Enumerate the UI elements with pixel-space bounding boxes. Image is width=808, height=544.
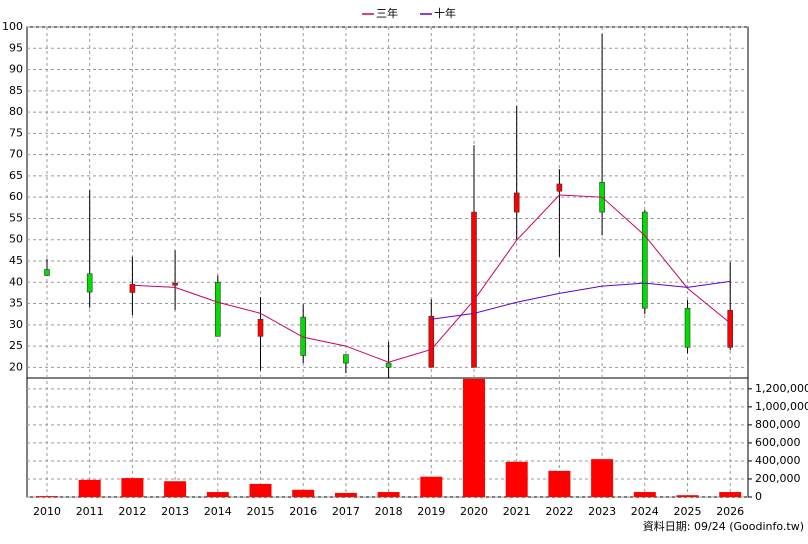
y-tick-label: 70 — [9, 148, 23, 161]
y-tick-label: 65 — [9, 169, 23, 182]
candle-body — [129, 284, 136, 293]
x-tick-label: 2010 — [33, 505, 61, 518]
x-tick-label: 2014 — [204, 505, 232, 518]
y-tick-label: 60 — [9, 190, 23, 203]
y2-tick-label: 0 — [755, 490, 762, 503]
candle-body — [641, 211, 648, 309]
ma-line — [431, 280, 731, 320]
y-tick-label: 95 — [9, 41, 23, 54]
x-tick-label: 2025 — [674, 505, 702, 518]
x-tick-label: 2018 — [375, 505, 403, 518]
volume-bar — [78, 479, 101, 497]
volume-bar — [463, 378, 485, 497]
x-tick-label: 2013 — [161, 505, 189, 518]
y2-tick-label: 1,000,000 — [755, 400, 808, 413]
candle-body — [471, 211, 477, 368]
volume-bar — [377, 492, 400, 497]
volume-bar — [249, 483, 272, 497]
legend-label: 三年 — [376, 6, 398, 20]
legend-label: 十年 — [434, 6, 456, 20]
x-tick-label: 2015 — [247, 505, 275, 518]
volume-bar — [334, 492, 357, 497]
x-tick-label: 2026 — [716, 505, 744, 518]
y-tick-label: 30 — [9, 318, 23, 331]
y-tick-label: 45 — [9, 254, 23, 267]
x-tick-label: 2023 — [588, 505, 616, 518]
y2-tick-label: 400,000 — [755, 454, 801, 467]
volume-bar — [591, 459, 614, 497]
candle-body — [44, 269, 50, 276]
y-tick-label: 25 — [9, 339, 23, 352]
volume-bar — [121, 478, 144, 497]
x-tick-label: 2024 — [631, 505, 659, 518]
y2-tick-label: 800,000 — [755, 418, 801, 431]
y-tick-label: 55 — [9, 211, 23, 224]
volume-bar — [548, 470, 571, 497]
x-tick-label: 2016 — [289, 505, 317, 518]
y-tick-label: 50 — [9, 233, 23, 246]
volume-bar — [206, 492, 229, 497]
candle-body — [172, 282, 178, 286]
x-tick-label: 2012 — [118, 505, 146, 518]
y-tick-label: 35 — [9, 297, 23, 310]
y2-tick-label: 1,200,000 — [755, 382, 808, 395]
candle-body — [257, 318, 264, 337]
candle-body — [385, 362, 392, 368]
volume-bar — [633, 492, 656, 497]
volume-bar — [292, 489, 315, 497]
candle-body — [684, 307, 691, 348]
plot-frame — [26, 26, 749, 498]
candle-body — [86, 273, 93, 293]
ma-line — [132, 194, 731, 363]
volume-bar — [36, 496, 58, 497]
candle-body — [727, 310, 734, 348]
y-tick-label: 85 — [9, 84, 23, 97]
x-tick-label: 2017 — [332, 505, 360, 518]
candle-body — [428, 316, 435, 368]
volume-bar — [420, 476, 443, 497]
y-tick-label: 100 — [2, 20, 23, 33]
x-tick-label: 2011 — [76, 505, 104, 518]
x-tick-label: 2022 — [545, 505, 573, 518]
volume-bar — [505, 461, 528, 497]
y-tick-label: 75 — [9, 126, 23, 139]
x-tick-label: 2021 — [503, 505, 531, 518]
y-tick-label: 90 — [9, 63, 23, 76]
footer: 資料日期: 09/24 (Goodinfo.tw) — [643, 519, 804, 533]
y-tick-label: 20 — [9, 360, 23, 373]
y-tick-label: 40 — [9, 275, 23, 288]
volume-bar — [719, 492, 742, 497]
candle-body — [215, 281, 221, 337]
volume-bar — [676, 495, 699, 497]
candle-body — [343, 354, 349, 364]
x-tick-label: 2019 — [417, 505, 445, 518]
y-tick-label: 80 — [9, 105, 23, 118]
x-tick-label: 2020 — [460, 505, 488, 518]
candle-body — [513, 192, 520, 213]
candle-body — [556, 183, 563, 192]
y2-tick-label: 600,000 — [755, 436, 801, 449]
y2-tick-label: 200,000 — [755, 472, 801, 485]
volume-bar — [164, 481, 187, 497]
